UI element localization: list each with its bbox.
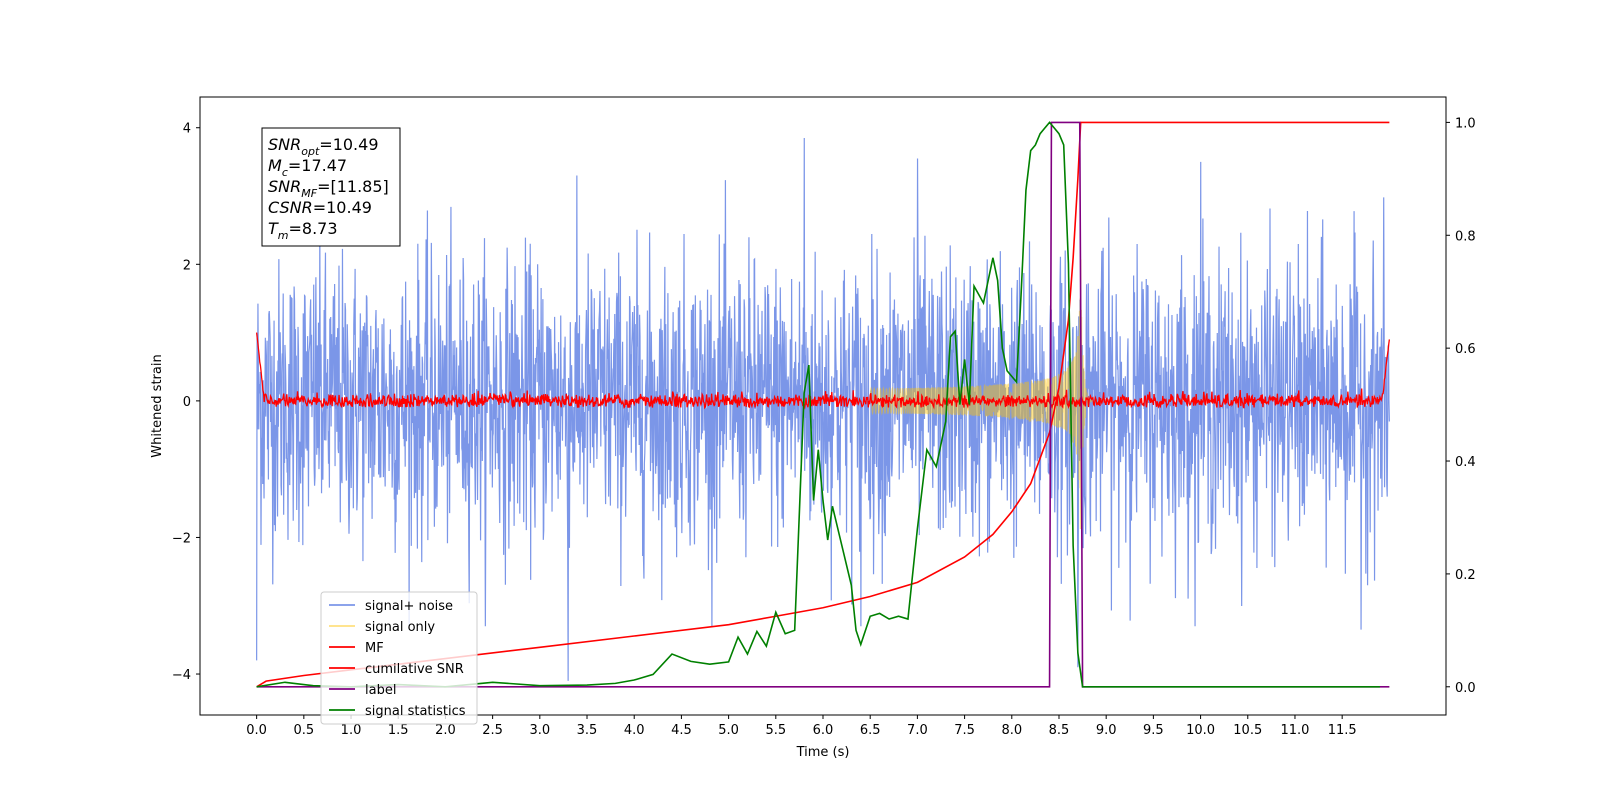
y2-tick-label: 0.8 bbox=[1455, 229, 1476, 244]
annotation-line: Mc=17.47 bbox=[268, 156, 347, 179]
x-tick-label: 11.0 bbox=[1280, 723, 1309, 738]
x-tick-label: 3.0 bbox=[529, 723, 550, 738]
x-tick-label: 1.0 bbox=[341, 723, 362, 738]
annotation-line: Tm=8.73 bbox=[268, 219, 338, 242]
y-axis-left: −4 −2 0 2 4 bbox=[172, 122, 200, 683]
x-tick-label: 5.0 bbox=[718, 723, 739, 738]
x-tick-label: 0.0 bbox=[246, 723, 267, 738]
x-axis: 0.0 0.5 1.0 1.5 2.0 2.5 3.0 3.5 4.0 4.5 5.0 5.5 6.0 6… bbox=[246, 715, 1357, 738]
legend-label: signal only bbox=[365, 620, 435, 635]
x-tick-label: 2.0 bbox=[435, 723, 456, 738]
y-tick-label: −4 bbox=[172, 668, 191, 683]
annotation-line: SNRopt=10.49 bbox=[268, 135, 379, 158]
series-signal-only bbox=[869, 259, 1093, 529]
x-tick-label: 5.5 bbox=[765, 723, 786, 738]
annotation-frame bbox=[261, 127, 401, 247]
x-tick-label: 6.5 bbox=[860, 723, 881, 738]
legend-label: MF bbox=[365, 641, 384, 656]
y-tick-label: 0 bbox=[183, 395, 191, 410]
annotation-line: CSNR=10.49 bbox=[268, 198, 372, 217]
y-tick-label: −2 bbox=[172, 531, 191, 546]
annotation-line: SNRMF=[11.85] bbox=[268, 177, 389, 200]
series-signal-statistics bbox=[256, 121, 1380, 688]
y-tick-label: 2 bbox=[183, 258, 191, 273]
legend-frame bbox=[320, 591, 478, 725]
x-axis-label: Time (s) bbox=[796, 745, 850, 760]
legend-label: cumilative SNR bbox=[365, 662, 464, 677]
x-tick-label: 10.0 bbox=[1186, 723, 1215, 738]
y2-tick-label: 0.4 bbox=[1455, 455, 1476, 470]
y-axis-label: Whitened strain bbox=[150, 354, 165, 457]
x-tick-label: 2.5 bbox=[482, 723, 503, 738]
legend-label: signal statistics bbox=[365, 704, 466, 719]
x-tick-label: 10.5 bbox=[1233, 723, 1262, 738]
x-tick-label: 6.0 bbox=[813, 723, 834, 738]
y2-tick-label: 0.0 bbox=[1455, 681, 1476, 696]
legend-label: label bbox=[365, 683, 396, 698]
x-tick-label: 9.0 bbox=[1096, 723, 1117, 738]
x-tick-label: 8.0 bbox=[1001, 723, 1022, 738]
x-tick-label: 8.5 bbox=[1049, 723, 1070, 738]
x-tick-label: 11.5 bbox=[1328, 723, 1357, 738]
series-mf bbox=[255, 332, 1391, 410]
y2-tick-label: 0.6 bbox=[1455, 342, 1476, 357]
stats-annotation-box: SNRopt=10.49Mc=17.47SNRMF=[11.85]CSNR=10… bbox=[261, 127, 401, 247]
y2-tick-label: 1.0 bbox=[1455, 116, 1476, 131]
x-tick-label: 7.0 bbox=[907, 723, 928, 738]
x-tick-label: 3.5 bbox=[577, 723, 598, 738]
y-axis-right: 0.0 0.2 0.4 0.6 0.8 1.0 bbox=[1446, 116, 1476, 696]
y2-tick-label: 0.2 bbox=[1455, 568, 1476, 583]
x-tick-label: 4.5 bbox=[671, 723, 692, 738]
legend-label: signal+ noise bbox=[365, 599, 453, 614]
x-tick-label: 9.5 bbox=[1143, 723, 1164, 738]
x-tick-label: 4.0 bbox=[624, 723, 645, 738]
y-tick-label: 4 bbox=[183, 122, 191, 137]
x-tick-label: 1.5 bbox=[388, 723, 409, 738]
series-signal-noise bbox=[256, 137, 1390, 681]
x-tick-label: 7.5 bbox=[954, 723, 975, 738]
legend: signal+ noise signal only MF cumilative SNR… bbox=[320, 591, 478, 725]
x-tick-label: 0.5 bbox=[293, 723, 314, 738]
